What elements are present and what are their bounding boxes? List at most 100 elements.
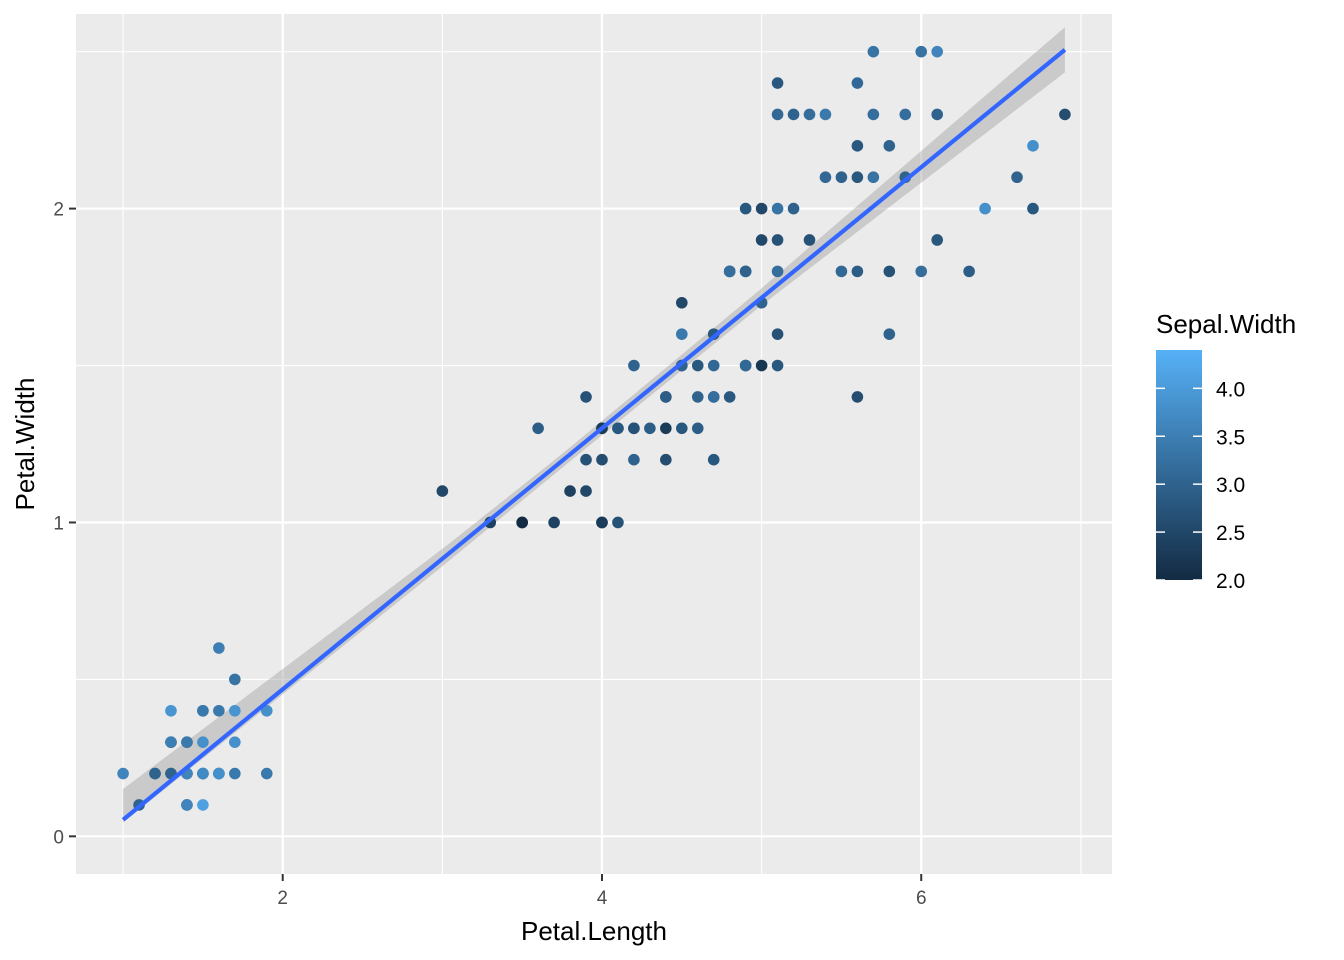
data-point <box>707 391 720 403</box>
data-point <box>691 359 704 372</box>
data-point <box>851 391 864 403</box>
data-point <box>1011 171 1023 184</box>
data-point <box>675 328 688 340</box>
legend: Sepal.Width 2.0 2.5 3.0 3.5 4.0 <box>1156 309 1296 593</box>
data-point <box>739 265 752 278</box>
fit-confidence-band <box>123 27 1065 823</box>
data-points <box>117 45 1071 811</box>
data-point <box>580 485 592 497</box>
regression-line <box>121 48 1067 822</box>
data-point <box>197 767 209 780</box>
data-point <box>867 108 880 121</box>
panel-background <box>76 14 1112 874</box>
data-point <box>755 359 768 372</box>
legend-label: 3.0 <box>1216 474 1245 497</box>
data-point <box>229 736 241 748</box>
data-point <box>628 359 640 372</box>
legend-label: 4.0 <box>1216 378 1245 401</box>
x-axis: 2 4 6 <box>277 874 927 909</box>
data-point <box>580 391 592 403</box>
data-point <box>117 767 129 780</box>
grid-major <box>76 14 1112 874</box>
y-tick-label: 1 <box>53 513 64 534</box>
data-point <box>851 77 864 89</box>
y-tick-label: 2 <box>53 200 64 221</box>
data-point <box>931 108 944 121</box>
data-point <box>149 767 161 780</box>
data-point <box>691 422 704 435</box>
data-point <box>181 799 193 811</box>
confidence-band <box>123 27 1065 823</box>
x-axis-title: Petal.Length <box>521 916 667 946</box>
data-point <box>739 359 752 372</box>
y-axis-title: Petal.Width <box>10 378 40 511</box>
data-point <box>181 736 193 748</box>
data-point <box>851 140 864 152</box>
data-point <box>197 704 209 717</box>
data-point <box>707 453 720 466</box>
data-point <box>771 108 784 121</box>
data-point <box>771 77 784 89</box>
legend-label: 2.5 <box>1216 522 1245 545</box>
data-point <box>851 265 864 278</box>
data-point <box>867 171 880 184</box>
data-point <box>771 234 784 246</box>
data-point <box>612 422 624 435</box>
data-point <box>564 485 576 497</box>
data-point <box>819 108 832 121</box>
legend-label: 2.0 <box>1216 570 1245 593</box>
data-point <box>612 516 624 529</box>
data-point <box>660 422 672 435</box>
data-point <box>532 422 544 435</box>
y-axis: 0 1 2 <box>53 200 76 848</box>
data-point <box>851 171 864 184</box>
legend-colorbar <box>1156 350 1202 580</box>
data-point <box>1027 202 1039 215</box>
data-point <box>803 108 816 121</box>
data-point <box>660 453 672 466</box>
data-point <box>755 202 768 215</box>
data-point <box>787 108 800 121</box>
data-point <box>213 767 225 780</box>
fit-line <box>121 48 1067 822</box>
data-point <box>436 485 449 497</box>
legend-title: Sepal.Width <box>1156 309 1296 339</box>
data-point <box>819 171 832 184</box>
data-point <box>1027 140 1039 152</box>
data-point <box>883 265 896 278</box>
data-point <box>707 359 720 372</box>
data-point <box>883 140 896 152</box>
data-point <box>675 296 688 309</box>
x-tick-label: 4 <box>597 888 608 909</box>
data-point <box>229 767 241 780</box>
data-point <box>675 422 688 435</box>
data-point <box>739 202 752 215</box>
data-point <box>787 202 800 215</box>
data-point <box>644 422 656 435</box>
data-point <box>931 45 944 58</box>
data-point <box>771 265 784 278</box>
data-point <box>516 516 528 529</box>
data-point <box>197 736 209 748</box>
data-point <box>260 767 273 780</box>
data-point <box>835 265 848 278</box>
data-point <box>867 45 880 58</box>
x-tick-label: 2 <box>277 888 288 909</box>
data-point <box>771 202 784 215</box>
data-point <box>548 516 560 529</box>
data-point <box>580 453 592 466</box>
data-point <box>596 453 608 466</box>
data-point <box>213 704 225 717</box>
data-point <box>931 234 944 246</box>
data-point <box>1059 108 1071 121</box>
legend-ticks: 2.0 2.5 3.0 3.5 4.0 <box>1156 378 1245 593</box>
data-point <box>197 799 209 811</box>
data-point <box>229 704 241 717</box>
data-point <box>691 391 704 403</box>
data-point <box>229 673 241 686</box>
data-point <box>771 359 784 372</box>
data-point <box>628 422 640 435</box>
data-point <box>803 234 816 246</box>
data-point <box>755 234 768 246</box>
